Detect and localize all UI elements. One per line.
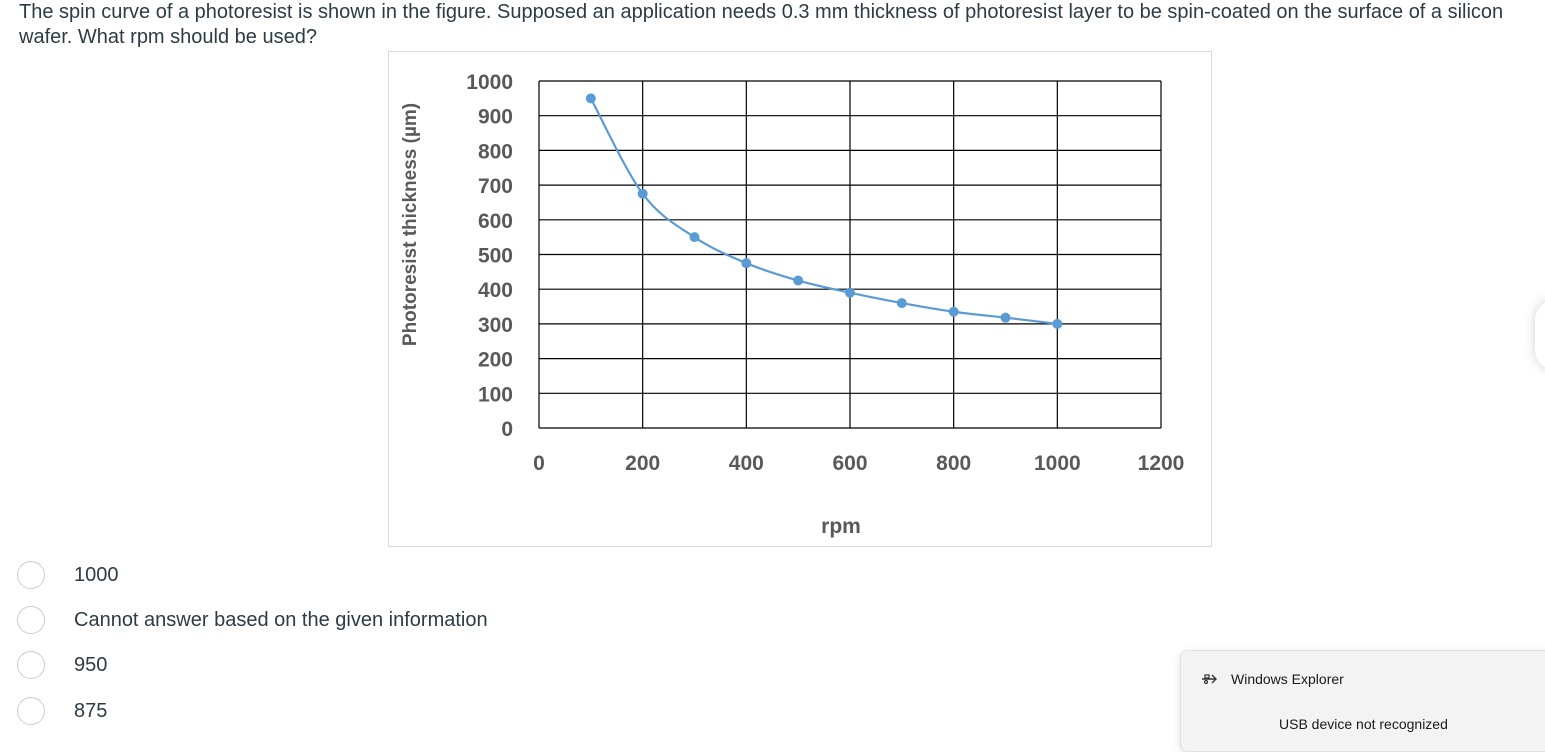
data-point [1052,318,1063,329]
y-tick-label: 400 [478,279,513,302]
x-tick-label: 600 [832,452,867,475]
data-point [896,298,907,309]
data-point [845,287,855,298]
question-text: The spin curve of a photoresist is shown… [19,1,1504,48]
y-tick-label: 1000 [466,71,513,94]
usb-icon [1202,674,1217,685]
answer-radio[interactable] [17,606,45,634]
x-axis-title: rpm [821,515,861,538]
x-tick-label: 200 [625,452,660,475]
y-tick-label: 800 [478,140,513,163]
answer-option[interactable]: 875 [0,696,700,728]
data-point [585,93,596,104]
answer-option[interactable]: 950 [0,650,700,682]
y-tick-label: 0 [501,418,513,441]
y-tick-label: 500 [478,245,513,268]
answer-label[interactable]: 1000 [74,564,119,586]
side-panel-handle[interactable] [1535,300,1545,370]
y-tick-label: 300 [478,314,513,337]
y-tick-label: 900 [478,106,513,129]
data-point [689,232,700,243]
data-point [793,275,804,286]
y-axis-title: Photoresist thickness (µm) [400,103,421,346]
answer-label[interactable]: Cannot answer based on the given informa… [74,609,488,631]
answer-radio[interactable] [17,651,45,679]
series-line [589,97,1058,325]
x-tick-label: 1200 [1138,452,1185,475]
answer-radio[interactable] [17,561,45,589]
x-tick-label: 0 [533,452,545,475]
y-tick-label: 600 [478,210,513,233]
answer-label[interactable]: 875 [74,700,108,722]
data-point [948,306,959,317]
answer-label[interactable]: 950 [74,654,108,676]
x-tick-label: 1000 [1034,452,1081,475]
data-point [741,258,752,269]
data-point [1000,312,1011,323]
answer-option[interactable]: 1000 [0,560,700,592]
x-tick-label: 400 [729,452,764,475]
answer-option[interactable]: Cannot answer based on the given informa… [0,605,700,637]
y-tick-label: 700 [478,175,513,198]
y-tick-label: 100 [478,383,513,406]
data-point [637,188,648,199]
notification-toast[interactable]: Windows Explorer USB device not recogniz… [1180,650,1545,752]
toast-message: USB device not recognized [1279,716,1448,732]
spin-curve-figure: 1000 900 800 700 600 500 400 300 200 100 0 0 200 400 6… [388,51,1212,547]
y-tick-label: 200 [478,349,513,372]
answer-radio[interactable] [17,697,45,725]
toast-app-name: Windows Explorer [1231,671,1344,687]
x-tick-label: 800 [936,452,971,475]
